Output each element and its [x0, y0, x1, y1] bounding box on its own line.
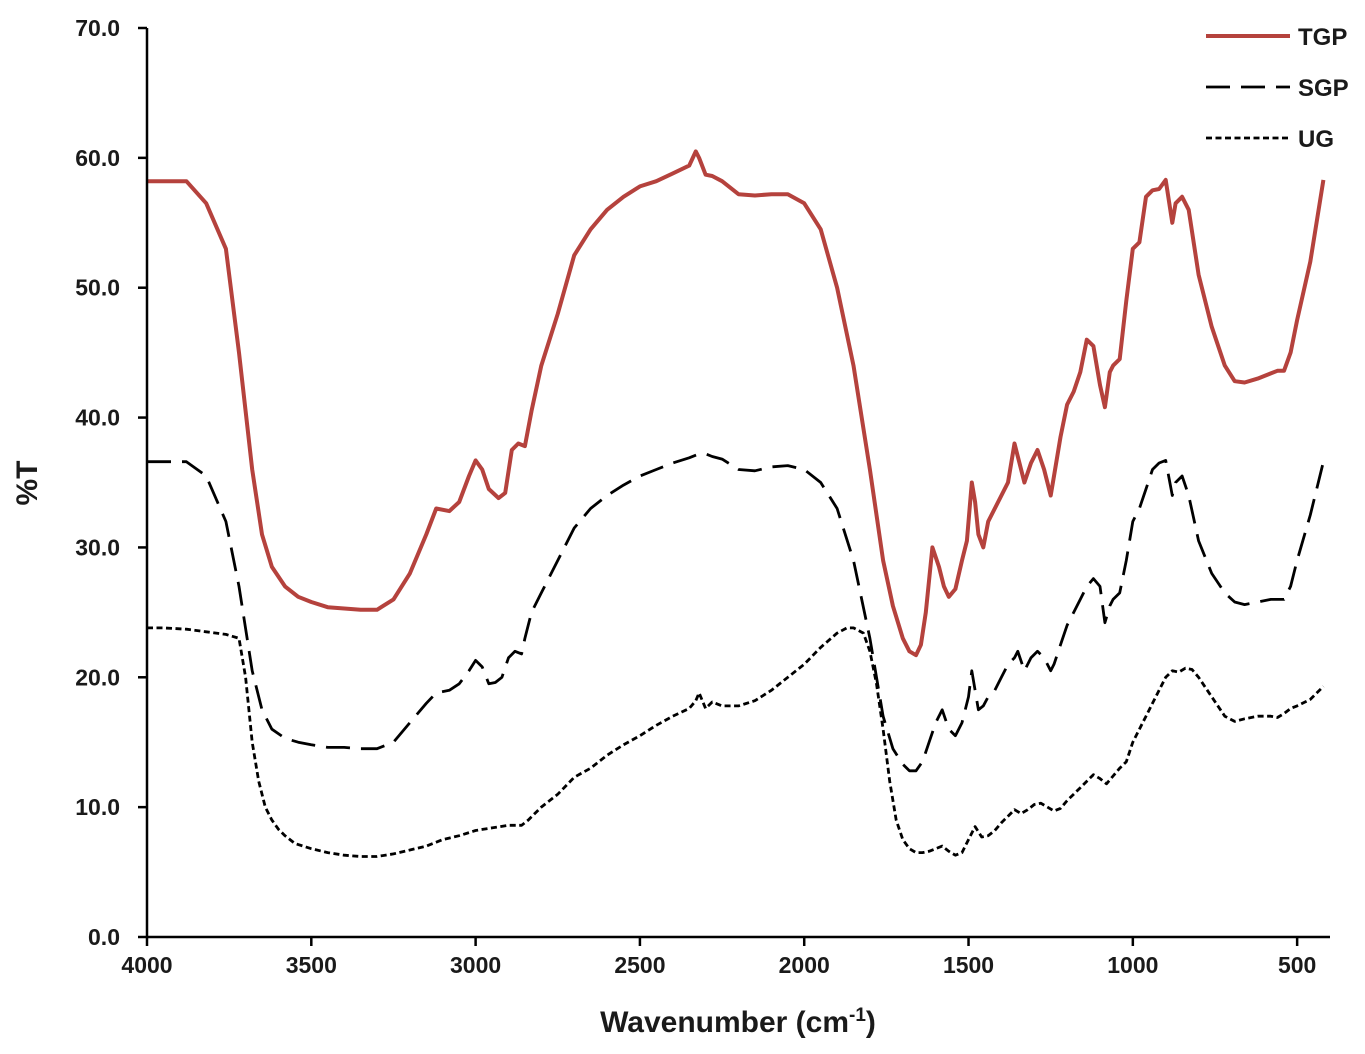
- series-line-tgp: [147, 149, 1326, 658]
- x-tick-label: 2500: [614, 952, 665, 978]
- y-axis-title: %T: [11, 461, 44, 506]
- x-tick-label: 1000: [1107, 952, 1158, 978]
- x-tick-label: 2000: [779, 952, 830, 978]
- x-axis-title: Wavenumber (cm-1): [600, 1005, 876, 1039]
- y-tick-label: 70.0: [75, 15, 120, 41]
- y-tick-label: 20.0: [75, 664, 120, 690]
- x-tick-label: 500: [1278, 952, 1316, 978]
- x-tick-label: 3000: [450, 952, 501, 978]
- y-tick-label: 50.0: [75, 275, 120, 301]
- y-tick-label: 60.0: [75, 145, 120, 171]
- legend-label-tgp: TGP: [1298, 24, 1347, 51]
- y-tick-label: 30.0: [75, 534, 120, 560]
- y-tick-label: 0.0: [88, 924, 120, 950]
- legend-label-ug: UG: [1298, 126, 1334, 153]
- series-line-sgp: [147, 452, 1325, 773]
- y-tick-label: 40.0: [75, 405, 120, 431]
- legend: TGP SGP UG: [1206, 24, 1349, 153]
- x-tick-label: 1500: [943, 952, 994, 978]
- legend-label-sgp: SGP: [1298, 75, 1349, 102]
- x-tick-label: 3500: [286, 952, 337, 978]
- x-tick-label: 4000: [121, 952, 172, 978]
- ticks-layer: 0.0 10.0 20.0 30.0 40.0 50.0 60.0 70.0 4000 3500 3…: [75, 15, 1316, 978]
- series-layer: [147, 149, 1326, 858]
- y-tick-label: 10.0: [75, 794, 120, 820]
- axes-layer: [145, 28, 1330, 939]
- series-line-ug: [147, 626, 1325, 858]
